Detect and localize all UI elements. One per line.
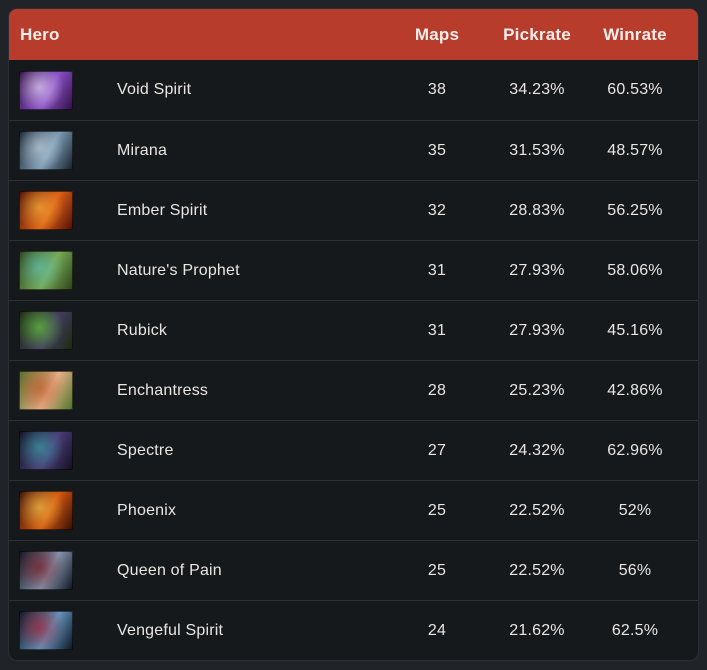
winrate-value: 45.16% <box>607 321 663 339</box>
table-header-row: Hero Maps Pickrate Winrate <box>9 9 698 60</box>
column-header-hero[interactable]: Hero <box>20 24 60 44</box>
hero-name: Nature's Prophet <box>117 261 240 279</box>
maps-value: 35 <box>427 141 447 159</box>
winrate-value: 60.53% <box>607 81 663 98</box>
hero-name: Ember Spirit <box>117 201 208 219</box>
phoenix-portrait-icon <box>19 491 73 530</box>
maps-value: 24 <box>427 621 447 639</box>
pickrate-value: 27.93% <box>509 321 565 339</box>
table-row[interactable]: Phoenix 25 22.52% 52% <box>9 480 698 540</box>
winrate-value: 56% <box>618 561 652 579</box>
void-spirit-portrait-icon <box>19 70 73 110</box>
column-header-pickrate[interactable]: Pickrate <box>503 24 571 44</box>
hero-name: Enchantress <box>117 381 209 399</box>
pickrate-value: 27.93% <box>509 261 565 279</box>
table-row[interactable]: Vengeful Spirit 24 21.62% 62.5% <box>9 600 698 660</box>
pickrate-value: 28.83% <box>509 201 565 219</box>
pickrate-value: 21.62% <box>509 621 565 639</box>
winrate-value: 58.06% <box>607 261 663 279</box>
maps-value: 31 <box>427 261 447 279</box>
column-header-winrate[interactable]: Winrate <box>603 24 667 44</box>
vengeful-spirit-portrait-icon <box>19 611 73 650</box>
table-row[interactable]: Queen of Pain 25 22.52% 56% <box>9 540 698 600</box>
hero-name: Void Spirit <box>117 81 192 98</box>
table-row[interactable]: Mirana 35 31.53% 48.57% <box>9 120 698 180</box>
pickrate-value: 24.32% <box>509 441 565 459</box>
hero-stats-table: Hero Maps Pickrate Winrate Void Spirit 3… <box>8 8 699 661</box>
pickrate-value: 34.23% <box>509 81 565 98</box>
winrate-value: 62.96% <box>607 441 663 459</box>
table-row[interactable]: Enchantress 28 25.23% 42.86% <box>9 360 698 420</box>
winrate-value: 52% <box>618 501 652 519</box>
pickrate-value: 22.52% <box>509 501 565 519</box>
hero-name: Rubick <box>117 321 168 339</box>
mirana-portrait-icon <box>19 131 73 170</box>
enchantress-portrait-icon <box>19 371 73 410</box>
winrate-value: 56.25% <box>607 201 663 219</box>
table-row[interactable]: Rubick 31 27.93% 45.16% <box>9 300 698 360</box>
maps-value: 25 <box>427 501 447 519</box>
hero-name: Spectre <box>117 441 174 459</box>
maps-value: 25 <box>427 561 447 579</box>
table-row[interactable]: Ember Spirit 32 28.83% 56.25% <box>9 180 698 240</box>
maps-value: 27 <box>427 441 447 459</box>
queen-of-pain-portrait-icon <box>19 551 73 590</box>
pickrate-value: 31.53% <box>509 141 565 159</box>
hero-name: Mirana <box>117 141 168 159</box>
ember-spirit-portrait-icon <box>19 191 73 230</box>
rubick-portrait-icon <box>19 311 73 350</box>
maps-value: 31 <box>427 321 447 339</box>
hero-name: Queen of Pain <box>117 561 222 579</box>
spectre-portrait-icon <box>19 431 73 470</box>
pickrate-value: 25.23% <box>509 381 565 399</box>
maps-value: 38 <box>427 81 447 98</box>
table-row[interactable]: Void Spirit 38 34.23% 60.53% <box>9 60 698 120</box>
winrate-value: 62.5% <box>611 621 659 639</box>
maps-value: 32 <box>427 201 447 219</box>
hero-name: Vengeful Spirit <box>117 621 224 639</box>
maps-value: 28 <box>427 381 447 399</box>
pickrate-value: 22.52% <box>509 561 565 579</box>
winrate-value: 48.57% <box>607 141 663 159</box>
natures-prophet-portrait-icon <box>19 251 73 290</box>
column-header-maps[interactable]: Maps <box>414 24 460 44</box>
table-row[interactable]: Nature's Prophet 31 27.93% 58.06% <box>9 240 698 300</box>
table-row[interactable]: Spectre 27 24.32% 62.96% <box>9 420 698 480</box>
winrate-value: 42.86% <box>607 381 663 399</box>
hero-name: Phoenix <box>117 501 177 519</box>
